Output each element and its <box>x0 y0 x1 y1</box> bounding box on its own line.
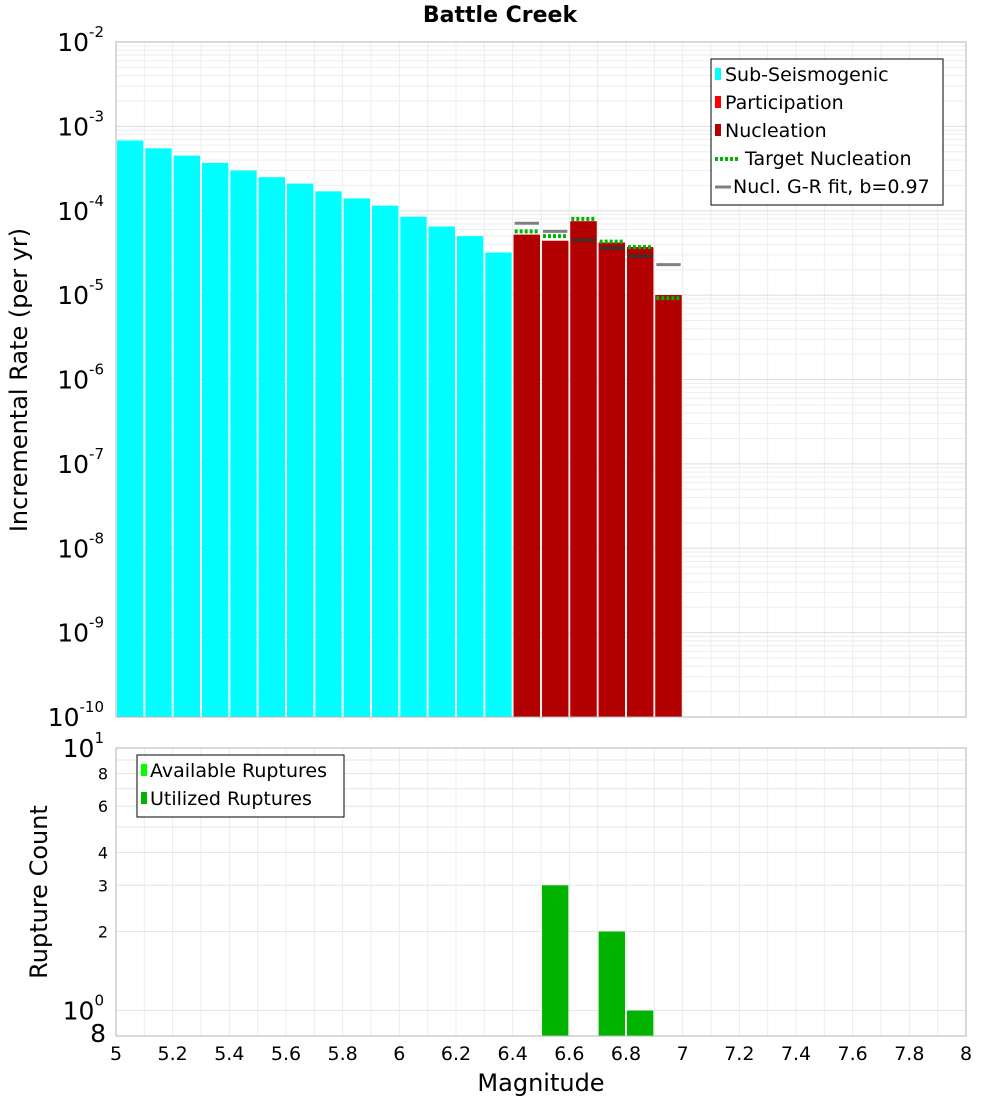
x-tick-label: 5 <box>110 1043 122 1065</box>
utilized-ruptures-bar <box>542 885 569 1036</box>
sub-seismogenic-bar <box>230 170 257 717</box>
x-tick-label: 6.6 <box>554 1043 584 1065</box>
sub-seismogenic-bar <box>343 198 370 718</box>
utilized-ruptures-bar <box>627 1010 654 1036</box>
top-y-tick-label: 10-5 <box>57 276 104 310</box>
legend-entry: Sub-Seismogenic <box>725 64 889 86</box>
top-y-tick-label: 10-8 <box>57 529 104 563</box>
sub-seismogenic-bar <box>287 183 314 717</box>
bottom-y-tick-minor: 6 <box>98 797 108 816</box>
chart-title: Battle Creek <box>423 3 579 28</box>
nucleation-bar <box>542 240 569 717</box>
sub-seismogenic-bar <box>485 252 512 717</box>
bottom-plot-frame <box>115 747 967 1037</box>
top-plot-frame <box>115 41 967 718</box>
x-tick-label: 7.8 <box>894 1043 924 1065</box>
x-tick-label: 8 <box>960 1043 972 1065</box>
top-y-tick-label: 10-9 <box>57 614 104 648</box>
top-legend: Sub-Seismogenic Participation Nucleation Ta… <box>710 58 944 206</box>
x-tick-label: 7.2 <box>724 1043 754 1065</box>
sub-seismogenic-bar <box>145 148 172 718</box>
top-y-tick-label: 10-3 <box>57 107 104 141</box>
x-tick-label: 7 <box>677 1043 689 1065</box>
x-tick-label: 5.6 <box>271 1043 301 1065</box>
legend-entry: Nucl. G-R fit, b=0.97 <box>733 176 930 198</box>
x-tick-label: 7.4 <box>781 1043 811 1065</box>
bottom-y-tick-minor: 8 <box>98 764 108 783</box>
legend-entry: Target Nucleation <box>744 148 912 170</box>
sub-seismogenic-bar <box>372 205 399 718</box>
legend-swatch <box>715 124 721 136</box>
sub-seismogenic-bar <box>202 162 229 717</box>
top-y-tick-label: 10-10 <box>48 698 104 732</box>
bottom-y-tick-major: 100 <box>63 992 104 1026</box>
top-y-tick-label: 10-6 <box>57 361 104 395</box>
legend-swatch <box>715 68 721 80</box>
legend-swatch <box>141 792 147 804</box>
sub-seismogenic-bar <box>400 216 427 718</box>
legend-entry: Participation <box>725 92 844 114</box>
top-y-tick-label: 10-7 <box>57 445 104 479</box>
legend-entry: Utilized Ruptures <box>150 788 312 810</box>
top-y-tick-label: 10-4 <box>57 192 104 226</box>
sub-seismogenic-bar <box>428 226 455 717</box>
sub-seismogenic-bar <box>315 191 342 717</box>
x-tick-label: 5.8 <box>328 1043 358 1065</box>
bottom-marks <box>542 885 654 1036</box>
x-tick-label: 5.4 <box>214 1043 244 1065</box>
bottom-y-tick-minor: 3 <box>98 876 108 895</box>
x-tick-label: 6.8 <box>611 1043 641 1065</box>
sub-seismogenic-bar <box>457 236 484 717</box>
sub-seismogenic-bar <box>173 155 200 717</box>
sub-seismogenic-bar <box>258 177 285 717</box>
legend-swatch <box>141 764 147 776</box>
x-tick-label: 5.2 <box>158 1043 188 1065</box>
bottom-y-tick-major: 101 <box>63 729 104 763</box>
x-tick-label: 6.2 <box>441 1043 471 1065</box>
bottom-y-axis-label: Rupture Count <box>25 805 53 979</box>
legend-swatch <box>715 96 721 108</box>
x-ticks: 5 5.2 5.4 5.6 5.8 6 6.2 6.4 6.6 6.8 7 7.2 7.4 7.6 7.8 8 <box>110 1043 972 1065</box>
bottom-y-tick-minor: 2 <box>98 923 108 942</box>
x-axis-label: Magnitude <box>477 1069 604 1097</box>
nucleation-bar <box>513 234 540 717</box>
bottom-y-tick-minor: 4 <box>98 843 108 862</box>
sub-seismogenic-bar <box>117 140 144 717</box>
nucleation-bar <box>627 247 654 717</box>
bottom-legend: Available Ruptures Utilized Ruptures <box>136 754 345 818</box>
bottom-legend-box <box>136 754 345 818</box>
x-tick-label: 6.4 <box>498 1043 528 1065</box>
x-tick-label: 6 <box>393 1043 405 1065</box>
legend-entry: Available Ruptures <box>150 760 327 782</box>
nucleation-bar <box>655 295 682 717</box>
nucleation-bar <box>570 221 597 718</box>
top-legend-box <box>710 58 944 206</box>
top-marks <box>117 140 682 718</box>
bottom-y-tick-minor: 8 <box>90 1019 106 1048</box>
top-y-tick-label: 10-2 <box>57 23 104 57</box>
x-tick-label: 7.6 <box>838 1043 868 1065</box>
legend-entry: Nucleation <box>725 120 827 142</box>
nucleation-bar <box>598 242 625 718</box>
utilized-ruptures-bar <box>598 931 625 1036</box>
top-y-ticks: 10-10 10-9 10-8 10-7 10-6 10-5 10-4 10-3 10-2 <box>48 23 104 732</box>
top-y-axis-label: Incremental Rate (per yr) <box>5 228 33 532</box>
